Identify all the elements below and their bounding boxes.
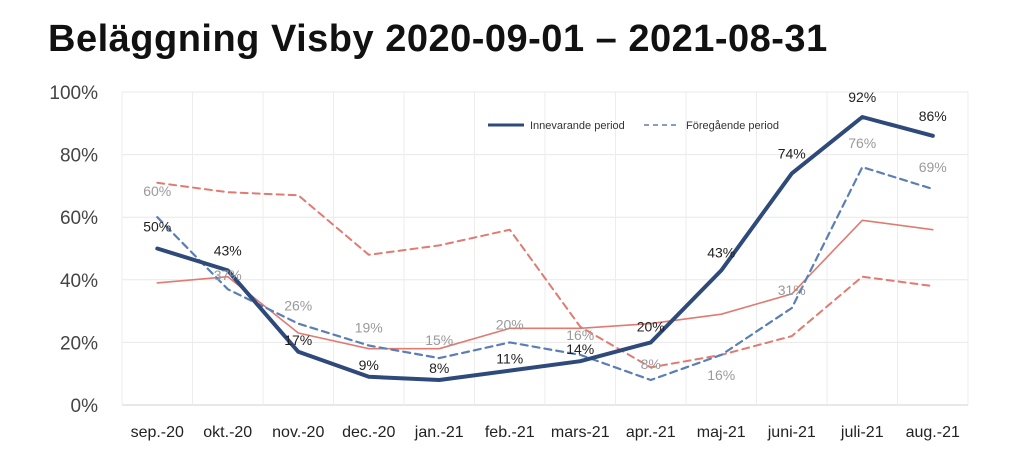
data-label-current: 50% bbox=[143, 219, 171, 235]
data-label-current: 17% bbox=[284, 332, 312, 348]
data-label-current: 9% bbox=[359, 357, 379, 373]
data-label-previous: 76% bbox=[848, 135, 876, 151]
series-line-1 bbox=[156, 166, 934, 382]
x-tick-label: nov.-20 bbox=[272, 424, 324, 441]
legend-label-previous: Föregående period bbox=[686, 120, 779, 132]
x-tick-label: maj-21 bbox=[697, 424, 746, 441]
legend-label-current: Innevarande period bbox=[530, 120, 625, 132]
x-tick-label: apr.-21 bbox=[626, 424, 676, 441]
data-label-previous: 31% bbox=[778, 282, 806, 298]
data-label-current: 86% bbox=[919, 108, 947, 124]
data-label-current: 11% bbox=[496, 351, 523, 367]
data-label-current: 92% bbox=[848, 89, 876, 105]
data-label-previous: 16% bbox=[566, 327, 594, 343]
data-label-previous: 19% bbox=[355, 320, 383, 336]
series-line-2 bbox=[156, 219, 934, 350]
data-labels: 50% 43% 17% 9% 8% 11% 14% 20% 43% 74% 92% 86% 60% 37%… bbox=[143, 89, 947, 383]
series-line-3 bbox=[156, 181, 934, 369]
data-label-current: 43% bbox=[707, 244, 735, 260]
x-tick-label: okt.-20 bbox=[203, 424, 252, 441]
x-axis-ticks: sep.-20 okt.-20 nov.-20 dec.-20 jan.-21 feb.-… bbox=[131, 424, 960, 441]
x-tick-label: juli-21 bbox=[840, 424, 884, 441]
data-label-previous: 26% bbox=[284, 298, 312, 314]
y-tick-label: 20% bbox=[60, 333, 98, 354]
data-label-current: 74% bbox=[778, 145, 806, 161]
x-tick-label: mars-21 bbox=[551, 424, 610, 441]
data-label-previous: 16% bbox=[707, 367, 735, 383]
chart-title: Beläggning Visby 2020-09-01 – 2021-08-31 bbox=[48, 18, 828, 60]
y-tick-label: 0% bbox=[71, 396, 99, 417]
data-label-previous: 20% bbox=[496, 316, 524, 332]
x-tick-label: feb.-21 bbox=[485, 424, 535, 441]
data-label-current: 43% bbox=[214, 242, 242, 258]
data-label-previous: 69% bbox=[919, 159, 947, 175]
legend: Innevarande period Föregående period bbox=[488, 120, 779, 132]
data-label-previous: 60% bbox=[143, 183, 171, 199]
data-label-previous: 8% bbox=[641, 356, 661, 372]
x-tick-label: jan.-21 bbox=[414, 424, 464, 441]
x-tick-label: dec.-20 bbox=[342, 424, 395, 441]
x-tick-label: sep.-20 bbox=[131, 424, 184, 441]
series-lines bbox=[155, 115, 935, 382]
y-axis-ticks: 0% 20% 40% 60% 80% 100% bbox=[49, 83, 98, 417]
y-tick-label: 60% bbox=[60, 208, 98, 229]
y-tick-label: 40% bbox=[60, 271, 98, 292]
data-label-previous: 15% bbox=[425, 332, 453, 348]
grid-lines bbox=[121, 91, 969, 406]
series-line-0 bbox=[155, 115, 935, 382]
data-label-previous: 37% bbox=[214, 267, 242, 283]
data-label-current: 14% bbox=[566, 341, 594, 357]
x-tick-label: aug.-21 bbox=[906, 424, 960, 441]
y-tick-label: 80% bbox=[60, 146, 98, 167]
data-label-current: 20% bbox=[637, 318, 665, 334]
data-label-current: 8% bbox=[429, 360, 449, 376]
x-tick-label: juni-21 bbox=[767, 424, 816, 441]
y-tick-label: 100% bbox=[49, 83, 98, 104]
